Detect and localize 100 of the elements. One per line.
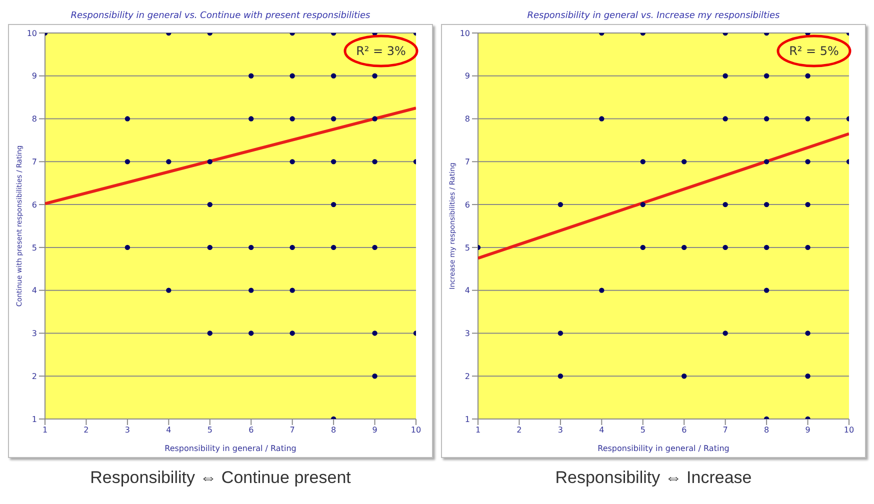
x-tick-label: 9 <box>805 426 810 435</box>
point <box>722 244 728 250</box>
x-axis-title: Responsibility in general / Rating <box>164 444 296 453</box>
x-tick-label: 7 <box>290 426 295 435</box>
y-tick-label: 8 <box>464 114 470 124</box>
point <box>330 159 336 164</box>
point <box>722 330 728 336</box>
y-tick-label: 5 <box>32 243 37 252</box>
point <box>599 288 604 293</box>
point <box>248 330 254 336</box>
point <box>124 244 130 250</box>
point <box>290 244 295 250</box>
point <box>372 374 378 379</box>
chart-title: Responsibility in general vs. Increase my responsibilties <box>526 10 781 23</box>
point <box>248 244 254 250</box>
y-tick-label: 10 <box>26 28 37 38</box>
point <box>764 73 770 78</box>
point <box>805 159 810 164</box>
x-tick-label: 5 <box>207 426 212 435</box>
point <box>372 73 378 78</box>
point <box>207 159 212 164</box>
x-tick-label: 8 <box>764 426 770 435</box>
x-tick-label: 10 <box>410 426 422 435</box>
y-tick-label: 6 <box>464 200 470 210</box>
point <box>290 159 295 164</box>
y-tick-label: 4 <box>32 286 37 296</box>
point <box>372 244 378 250</box>
y-tick-label: 2 <box>32 372 37 381</box>
point <box>805 116 810 122</box>
point <box>330 73 336 78</box>
x-tick-label: 10 <box>844 426 854 435</box>
x-tick-label: 6 <box>682 426 687 435</box>
y-tick-label: 1 <box>32 414 37 424</box>
point <box>558 202 564 208</box>
chart-title: Responsibility in general vs. Continue with present responsibilities <box>70 10 372 23</box>
x-tick-label: 7 <box>722 426 728 435</box>
y-tick-label: 10 <box>460 28 470 38</box>
x-tick-label: 3 <box>558 426 563 435</box>
text: Responsibility ⇔ Increase <box>554 468 753 488</box>
point <box>805 374 810 379</box>
point <box>372 159 378 164</box>
y-tick-label: 7 <box>32 158 37 167</box>
x-tick-label: 6 <box>248 426 254 435</box>
point <box>207 202 212 208</box>
y-tick-label: 5 <box>464 243 470 252</box>
point <box>558 330 564 336</box>
point <box>805 202 810 208</box>
y-tick-label: 1 <box>464 414 470 424</box>
point <box>805 330 810 336</box>
point <box>207 330 212 336</box>
point <box>599 116 604 122</box>
point <box>722 116 728 122</box>
point <box>805 244 810 250</box>
x-tick-label: 5 <box>640 426 646 435</box>
point <box>330 116 336 122</box>
y-tick-label: 8 <box>32 114 37 124</box>
x-tick-label: 3 <box>124 426 130 435</box>
point <box>290 73 295 78</box>
y-tick-label: 9 <box>32 72 37 81</box>
x-tick-label: 8 <box>331 426 336 435</box>
x-tick-label: 4 <box>599 426 604 435</box>
x-tick-label: 2 <box>516 426 522 435</box>
point <box>764 159 770 164</box>
point <box>682 159 687 164</box>
point <box>248 116 254 122</box>
point <box>207 244 212 250</box>
y-tick-label: 6 <box>32 200 37 210</box>
point <box>805 73 810 78</box>
y-tick-label: 3 <box>464 329 470 338</box>
point <box>558 374 564 379</box>
x-tick-label: 2 <box>84 426 89 435</box>
point <box>290 116 295 122</box>
point <box>372 330 378 336</box>
point <box>640 159 646 164</box>
x-axis-title: Responsibility in general / Rating <box>598 444 730 453</box>
point <box>372 116 378 122</box>
point <box>248 73 254 78</box>
point <box>722 73 728 78</box>
point <box>764 244 770 250</box>
y-tick-label: 3 <box>32 329 37 338</box>
y-tick-label: 9 <box>464 72 470 81</box>
y-tick-label: 2 <box>464 372 470 381</box>
point <box>640 202 646 208</box>
y-tick-label: 7 <box>464 158 470 167</box>
point <box>290 288 295 293</box>
y-tick-label: 4 <box>464 286 470 296</box>
x-tick-label: 4 <box>166 426 172 435</box>
point <box>330 202 336 208</box>
point <box>764 288 770 293</box>
text: Responsibility ⇔ Continue present <box>89 468 352 488</box>
point <box>124 159 130 164</box>
x-tick-label: 1 <box>42 426 48 435</box>
point <box>682 244 687 250</box>
x-tick-label: 9 <box>372 426 378 435</box>
point <box>166 159 172 164</box>
point <box>640 244 646 250</box>
point <box>682 374 687 379</box>
point <box>764 202 770 208</box>
point <box>722 202 728 208</box>
point <box>764 116 770 122</box>
